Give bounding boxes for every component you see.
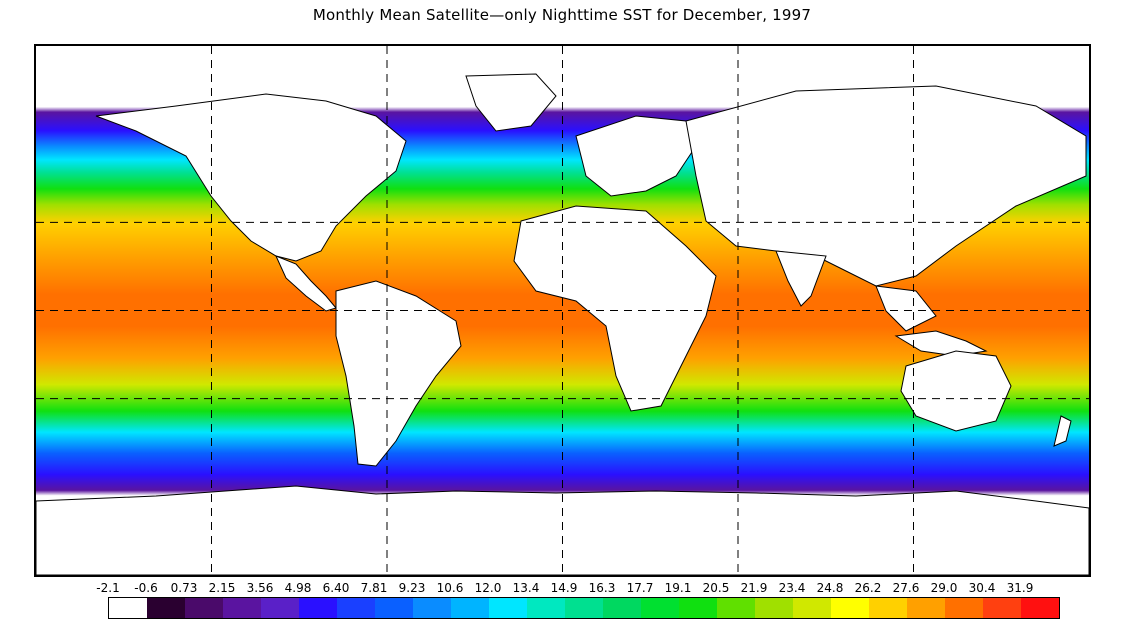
legend-swatch (869, 598, 907, 618)
legend-tick-label: 17.7 (626, 581, 654, 595)
asia (685, 85, 1087, 287)
legend-tick-label: 27.6 (892, 581, 920, 595)
indonesia (894, 330, 988, 357)
greenland (465, 73, 557, 132)
legend-swatch (337, 598, 375, 618)
legend-swatch (565, 598, 603, 618)
legend-labels: -2.1 -0.6 0.73 2.15 3.56 4.98 6.40 7.81 9.23 10.6… (0, 581, 1124, 597)
legend-tick-label: 30.4 (968, 581, 996, 595)
legend-swatch (451, 598, 489, 618)
legend-tick-label: 4.98 (284, 581, 312, 595)
antarctica (36, 485, 1089, 575)
legend-tick-label: 9.23 (398, 581, 426, 595)
australia (900, 350, 1012, 432)
legend-tick-label: 10.6 (436, 581, 464, 595)
legend-tick-label: 14.9 (550, 581, 578, 595)
new-zealand (1053, 415, 1072, 447)
map-title: Monthly Mean Satellite—only Nighttime SS… (312, 6, 812, 24)
legend-swatch (793, 598, 831, 618)
legend-tick-label: 20.5 (702, 581, 730, 595)
color-legend (108, 597, 1060, 619)
legend-tick-label: 19.1 (664, 581, 692, 595)
legend-tick-label: 21.9 (740, 581, 768, 595)
legend-swatch (223, 598, 261, 618)
legend-swatch (185, 598, 223, 618)
grid-lines (36, 46, 1089, 575)
legend-swatch (299, 598, 337, 618)
legend-tick-label: 16.3 (588, 581, 616, 595)
legend-swatch (831, 598, 869, 618)
legend-swatch (983, 598, 1021, 618)
legend-swatch (413, 598, 451, 618)
legend-swatch (679, 598, 717, 618)
legend-swatch (603, 598, 641, 618)
legend-tick-label: -0.6 (134, 581, 158, 595)
europe (575, 115, 697, 197)
legend-tick-label: 13.4 (512, 581, 540, 595)
north-america (95, 93, 407, 262)
legend-tick-label: 2.15 (208, 581, 236, 595)
legend-tick-label: 29.0 (930, 581, 958, 595)
legend-tick-label: -2.1 (96, 581, 120, 595)
legend-swatch (641, 598, 679, 618)
legend-tick-label: 7.81 (360, 581, 388, 595)
legend-tick-label: 6.40 (322, 581, 350, 595)
legend-swatch (261, 598, 299, 618)
legend-swatch (375, 598, 413, 618)
india (775, 250, 827, 307)
legend-swatch (755, 598, 793, 618)
legend-swatch (109, 598, 147, 618)
southeast-asia (875, 285, 937, 332)
legend-tick-label: 3.56 (246, 581, 274, 595)
legend-swatch (717, 598, 755, 618)
sst-map (34, 44, 1091, 577)
legend-swatch (147, 598, 185, 618)
south-america (335, 280, 462, 467)
legend-swatch (489, 598, 527, 618)
sst-map-canvas (36, 46, 1089, 575)
legend-tick-label: 26.2 (854, 581, 882, 595)
legend-swatch (527, 598, 565, 618)
legend-swatch (907, 598, 945, 618)
legend-tick-label: 23.4 (778, 581, 806, 595)
legend-tick-label: 12.0 (474, 581, 502, 595)
legend-swatch (945, 598, 983, 618)
legend-tick-label: 24.8 (816, 581, 844, 595)
landmasses (36, 73, 1089, 575)
legend-tick-label: 31.9 (1006, 581, 1034, 595)
legend-tick-label: 0.73 (170, 581, 198, 595)
legend-swatch (1021, 598, 1059, 618)
